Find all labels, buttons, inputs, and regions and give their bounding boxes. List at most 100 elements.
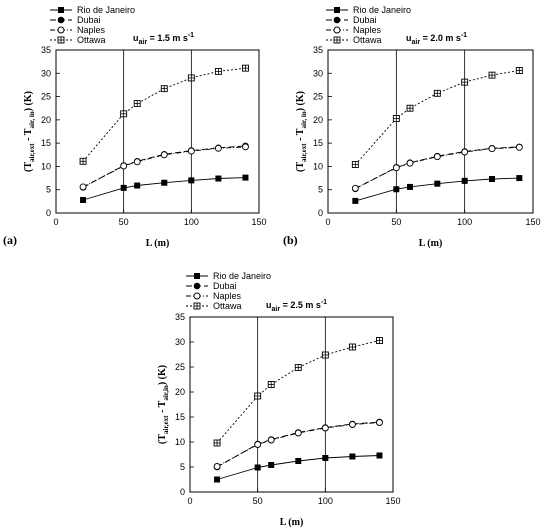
y-tick-label: 0 [46,208,51,218]
legend-marker [194,273,200,279]
data-point [120,162,128,170]
series-rio-de-janeiro [80,174,249,203]
y-axis-label: (Tair,ext - Tair, in) (K) [23,91,36,172]
data-point [213,463,221,470]
legend-label: Rio de Janeiro [77,5,135,15]
data-point [351,161,359,169]
y-axis-label: (Tair,ext - Tair,in) (K) [157,365,170,444]
data-point [214,144,222,152]
data-point [515,67,523,74]
data-point [321,351,329,359]
data-point [461,177,468,184]
series-naples [213,419,383,470]
series-ottawa [79,64,249,165]
y-tick-label: 15 [41,138,51,148]
data-point [254,441,262,448]
y-tick-label: 35 [41,45,51,55]
y-tick-label: 30 [41,68,51,78]
chart-panel-3: 0 5 10 15 20 25 30 35 0 50 100 150 L (m) (Tair,ext - … [157,271,401,528]
x-tick-label: 50 [119,217,129,227]
data-point [376,419,383,426]
data-point [461,148,469,156]
y-tick-label: 20 [41,115,51,125]
legend-label: Ottawa [213,301,242,311]
legend-marker [58,7,64,13]
x-tick-label: 50 [253,496,263,506]
legend-item: Rio de Janeiro [326,5,411,15]
x-tick-label: 0 [187,496,192,506]
x-axis-label: L (m) [146,238,170,249]
x-tick-label: 50 [391,217,401,227]
data-point [242,174,249,181]
data-point [406,159,414,167]
data-point [268,462,275,468]
y-tick-label: 15 [175,412,185,422]
legend-item: Ottawa [186,301,242,311]
data-point [187,74,195,82]
x-tick-label: 150 [525,217,540,227]
y-tick-label: 10 [41,161,51,171]
legend-item: Rio de Janeiro [50,5,135,15]
legend-label: Dubai [213,281,237,291]
legend-label: Ottawa [77,35,106,45]
data-point [214,476,221,483]
y-tick-label: 35 [175,312,185,322]
data-point [80,196,87,203]
plot-frame [327,49,534,214]
data-point [393,186,400,193]
y-tick-label: 5 [46,185,51,195]
data-point [79,157,87,165]
legend-marker [193,282,201,290]
y-tick-label: 10 [175,437,185,447]
data-point [133,100,141,108]
x-tick-label: 150 [385,496,400,506]
legend-marker [333,36,341,44]
legend-label: Dubai [353,15,377,25]
data-point [461,78,469,86]
plot-frame [189,316,394,493]
wind-speed-label: uair = 2.0 m s-1 [406,32,467,46]
panel-label: (b) [283,233,298,247]
data-point [242,64,249,72]
data-point [407,183,413,190]
data-point [134,182,141,189]
x-tick-label: 100 [184,217,199,227]
data-point [242,143,249,151]
x-tick-label: 100 [457,217,472,227]
x-axis-label: L (m) [419,238,443,249]
data-point [376,337,383,344]
chart-panel-2: 0 5 10 15 20 25 30 35 0 50 100 150 L (m) (Tair,ext - … [283,5,541,249]
data-point [434,180,441,187]
data-point [254,464,261,471]
data-point [433,89,441,97]
data-point [161,179,168,186]
y-tick-label: 10 [313,161,323,171]
legend-item: Naples [326,25,382,35]
legend-marker [57,16,65,24]
data-point [392,164,400,172]
legend-label: Rio de Janeiro [353,5,411,15]
legend-marker [57,26,65,34]
data-point [516,175,523,182]
legend-label: Ottawa [353,35,382,45]
data-point [321,424,329,432]
data-point [187,147,195,155]
series-rio-de-janeiro [352,175,523,204]
y-tick-label: 25 [41,92,51,102]
data-point [188,177,195,184]
data-point [254,392,262,400]
y-tick-label: 15 [313,138,323,148]
legend-item: Ottawa [50,35,106,45]
series-rio-de-janeiro [214,452,383,483]
y-tick-label: 35 [313,45,323,55]
legend-item: Naples [186,291,242,301]
legend-item: Ottawa [326,35,382,45]
data-point [295,458,302,464]
y-tick-label: 30 [313,68,323,78]
legend-label: Rio de Janeiro [213,271,271,281]
wind-speed-label: uair = 2.5 m s-1 [266,299,327,313]
series-line [216,340,380,444]
y-tick-label: 20 [175,387,185,397]
